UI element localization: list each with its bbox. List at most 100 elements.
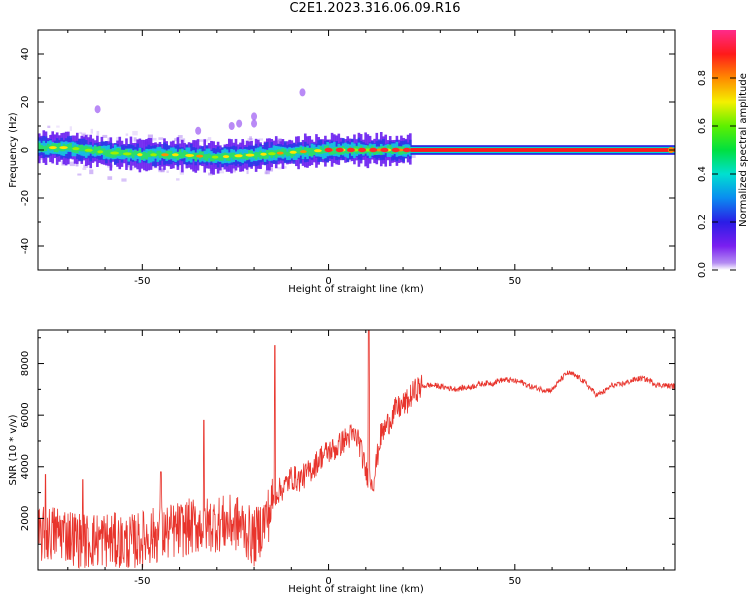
heat-cell	[46, 143, 50, 149]
spectrogram-y-label: Frequency (Hz)	[8, 112, 19, 188]
heat-hotspot	[49, 146, 57, 150]
heat-cell	[38, 142, 41, 151]
heat-hotspot	[245, 153, 255, 157]
heat-speckle	[90, 128, 94, 134]
heat-speckle	[102, 134, 108, 138]
heat-cell	[254, 151, 258, 160]
heat-speckle	[277, 167, 282, 170]
heat-speckle	[132, 130, 138, 136]
heat-hotspot	[137, 153, 143, 157]
heat-speckle	[232, 168, 237, 173]
y-tick-label: 6000	[20, 402, 31, 427]
heat-cell	[118, 148, 122, 157]
heat-cell	[207, 153, 211, 159]
heat-blob	[195, 126, 202, 135]
heat-cell	[55, 143, 59, 153]
colorbar-label: Normalized spectral amplitude	[738, 73, 749, 227]
heat-speckle	[174, 138, 179, 142]
heat-speckle	[77, 173, 82, 176]
heat-cell	[91, 148, 95, 155]
heat-speckle	[56, 125, 60, 128]
colorbar-tick-label: 0.6	[697, 118, 708, 134]
heat-cell	[194, 152, 198, 161]
heat-speckle	[258, 138, 264, 141]
heat-speckle	[69, 126, 72, 131]
spectrogram-x-label: Height of straight line (km)	[288, 284, 424, 295]
heat-cell	[69, 142, 72, 151]
colorbar-tick-label: 0.8	[697, 70, 708, 86]
heat-speckle	[218, 171, 225, 174]
heat-cell	[145, 152, 148, 160]
heat-cell	[257, 152, 260, 158]
heat-cell	[143, 151, 146, 159]
heat-speckle	[158, 137, 164, 140]
heat-hotspot	[380, 147, 389, 153]
heat-speckle	[115, 136, 120, 142]
heat-cell	[310, 147, 314, 157]
heat-speckle	[166, 170, 169, 173]
heat-speckle	[82, 167, 87, 170]
figure-title: C2E1.2023.316.06.09.R16	[289, 1, 461, 16]
heat-cell	[241, 154, 245, 159]
heat-speckle	[133, 137, 137, 142]
y-tick-label: 4000	[20, 454, 31, 479]
heat-cell	[120, 149, 124, 156]
x-tick-label: 0	[325, 276, 331, 287]
heat-cell	[283, 149, 287, 155]
heat-blob	[228, 122, 235, 130]
heat-speckle	[410, 154, 416, 158]
colorbar-ticks: 0.0 0.2 0.4 0.6 0.8	[697, 70, 736, 278]
heat-cell	[176, 151, 180, 161]
heat-hotspot	[110, 151, 120, 155]
y-tick-label: 2000	[20, 506, 31, 531]
heat-speckle	[96, 130, 100, 136]
heat-speckle	[208, 172, 213, 176]
heat-speckle	[107, 176, 113, 180]
heat-speckle	[83, 164, 89, 168]
heat-cell	[58, 142, 61, 151]
heat-hotspot	[97, 150, 104, 154]
heat-hotspot	[222, 155, 230, 159]
heat-hotspot	[161, 153, 169, 157]
colorbar-tick-label: 0.2	[697, 214, 708, 230]
heat-speckle	[159, 165, 166, 171]
heat-speckle	[264, 169, 270, 174]
heat-speckle	[179, 164, 182, 170]
y-tick-label: 40	[20, 48, 31, 61]
heat-cell	[183, 150, 186, 158]
heat-cell	[147, 151, 151, 158]
spectrogram-heatmap	[38, 88, 675, 182]
heat-speckle	[152, 137, 157, 141]
heat-hotspot	[358, 147, 367, 153]
x-tick-label: 50	[508, 576, 521, 587]
heat-speckle	[268, 167, 274, 172]
heat-cell	[295, 148, 298, 154]
heat-cell	[297, 147, 300, 154]
heat-cell	[82, 146, 86, 152]
heat-hotspot	[171, 153, 179, 157]
heat-speckle	[265, 170, 270, 175]
heat-speckle	[347, 157, 352, 162]
heat-hotspot	[335, 147, 344, 153]
heat-speckle	[207, 137, 212, 141]
snr-series-line	[38, 330, 675, 569]
heat-blob	[236, 119, 243, 128]
heat-hotspot	[402, 147, 411, 153]
heat-hotspot	[391, 147, 400, 153]
heat-cell	[388, 144, 392, 154]
heat-blob	[251, 119, 258, 128]
heat-cell	[167, 150, 171, 160]
heat-cell	[375, 148, 379, 155]
snr-frame	[37, 329, 676, 571]
heat-hotspot	[314, 149, 322, 153]
spectrogram-x-ticks: -50 0 50	[67, 30, 665, 287]
spectrogram-panel: -50 0 50 -40 -20 0 20 40 Height of straight li…	[8, 29, 676, 295]
heat-blob	[299, 88, 306, 97]
heat-cell	[98, 145, 101, 155]
heat-hotspot	[324, 147, 333, 153]
colorbar-gradient	[712, 30, 736, 270]
colorbar-tick-label: 0.4	[697, 166, 708, 182]
heat-cell	[140, 152, 144, 160]
heat-hotspot	[276, 151, 284, 155]
